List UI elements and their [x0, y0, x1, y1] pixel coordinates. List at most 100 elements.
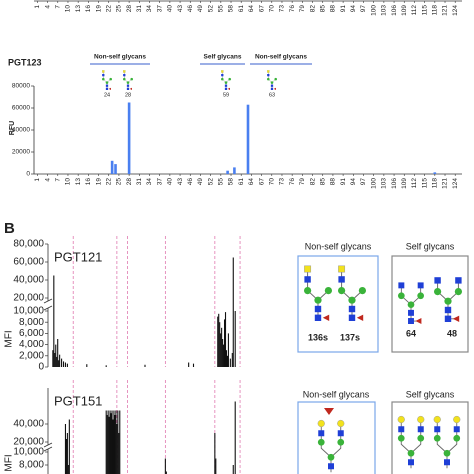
x-tick-label: 64: [248, 5, 255, 13]
x-tick-label: 118: [432, 178, 439, 189]
glycan-id: 137s: [340, 332, 360, 342]
bar: [229, 358, 231, 367]
chart-title: PGT121: [54, 249, 102, 264]
glycan-icon: [317, 419, 345, 473]
key-title: Self glycans: [406, 389, 455, 399]
x-tick-label: 121: [442, 178, 449, 189]
x-tick-label: 79: [299, 178, 306, 186]
x-tick-label: 64: [248, 178, 255, 186]
bar: [59, 354, 61, 367]
x-tick-label: 88: [330, 5, 337, 13]
bar: [53, 275, 55, 367]
x-tick-label: 31: [136, 178, 143, 186]
y-tick-label: 4,000: [19, 339, 44, 350]
bar: [65, 439, 67, 474]
x-tick-label: 16: [85, 178, 92, 186]
y-tick-label: 60000: [12, 105, 30, 112]
y-tick-label: 20000: [12, 149, 30, 156]
bar: [115, 410, 117, 474]
bar: [127, 102, 131, 174]
y-axis-label: MFI: [4, 330, 15, 347]
key-box: [391, 401, 469, 474]
glycan-icon: [303, 265, 333, 322]
bar: [110, 413, 112, 474]
y-tick-label: 8,000: [19, 317, 44, 328]
bar: [221, 327, 223, 367]
bar: [112, 419, 114, 474]
bar: [144, 364, 146, 367]
bar: [227, 333, 229, 367]
x-tick-label: 49: [197, 178, 204, 186]
x-tick-label: 43: [177, 5, 184, 13]
bar: [217, 316, 219, 367]
bar: [164, 458, 166, 474]
glycan-icon: [324, 408, 334, 415]
x-tick-label: 49: [197, 5, 204, 13]
x-tick-label: 52: [207, 5, 214, 13]
x-tick-label: 67: [258, 178, 265, 186]
x-tick-label: 76: [289, 5, 296, 13]
x-tick-label: 1: [34, 178, 41, 182]
glycan-id: 63: [269, 92, 275, 98]
x-tick-label: 13: [75, 178, 82, 186]
glycan-id: 64: [406, 328, 416, 338]
bar: [116, 424, 118, 474]
key-box: [297, 255, 379, 353]
y-axis-label: MFI: [4, 454, 15, 471]
bar: [218, 313, 220, 367]
bar: [58, 360, 60, 367]
bar: [66, 433, 68, 474]
bar: [215, 458, 217, 474]
bar: [220, 333, 222, 367]
x-tick-label: 25: [116, 178, 123, 186]
bar: [233, 167, 236, 174]
x-tick-label: 85: [319, 5, 326, 13]
bar: [226, 355, 228, 367]
x-tick-label: 19: [95, 178, 102, 186]
x-tick-label: 34: [146, 5, 153, 13]
bar: [188, 362, 190, 367]
x-tick-label: 112: [411, 5, 418, 16]
bar: [219, 322, 221, 367]
bar: [225, 350, 228, 367]
bar: [224, 312, 227, 367]
bar: [106, 415, 108, 474]
glycan-id: 136s: [308, 332, 328, 342]
x-tick-label: 106: [391, 5, 398, 16]
axis-break: [43, 305, 53, 311]
x-tick-label: 121: [442, 5, 449, 16]
x-tick-label: 34: [146, 178, 153, 186]
x-tick-label: 85: [319, 178, 326, 186]
y-tick-label: 20,000: [13, 293, 44, 304]
bar: [56, 356, 58, 367]
glycan-icon: [101, 70, 113, 90]
x-tick-label: 40: [167, 5, 174, 13]
bar: [222, 339, 224, 367]
x-tick-label: 94: [350, 178, 357, 186]
bar: [61, 358, 63, 367]
bar: [433, 172, 437, 174]
bar: [105, 410, 107, 474]
x-tick-label: 55: [218, 5, 225, 13]
bar: [232, 257, 234, 367]
bar: [119, 410, 121, 474]
y-tick-label: 2,000: [19, 350, 44, 361]
x-tick-label: 19: [95, 5, 102, 13]
x-tick-label: 43: [177, 178, 184, 186]
x-tick-label: 100: [370, 178, 377, 189]
bar: [223, 344, 225, 367]
bar: [111, 410, 113, 474]
key-box: [391, 255, 469, 353]
x-tick-label: 76: [289, 178, 296, 186]
y-tick-label: 0: [26, 171, 30, 178]
bar: [54, 353, 56, 367]
bar: [107, 410, 109, 474]
x-tick-label: 1: [34, 5, 41, 9]
glycan-id: 28: [125, 92, 131, 98]
bar: [226, 170, 229, 174]
x-tick-label: 46: [187, 178, 194, 186]
x-tick-label: 100: [370, 5, 377, 16]
x-tick-label: 25: [116, 5, 123, 13]
y-tick-label: 80000: [12, 83, 30, 90]
